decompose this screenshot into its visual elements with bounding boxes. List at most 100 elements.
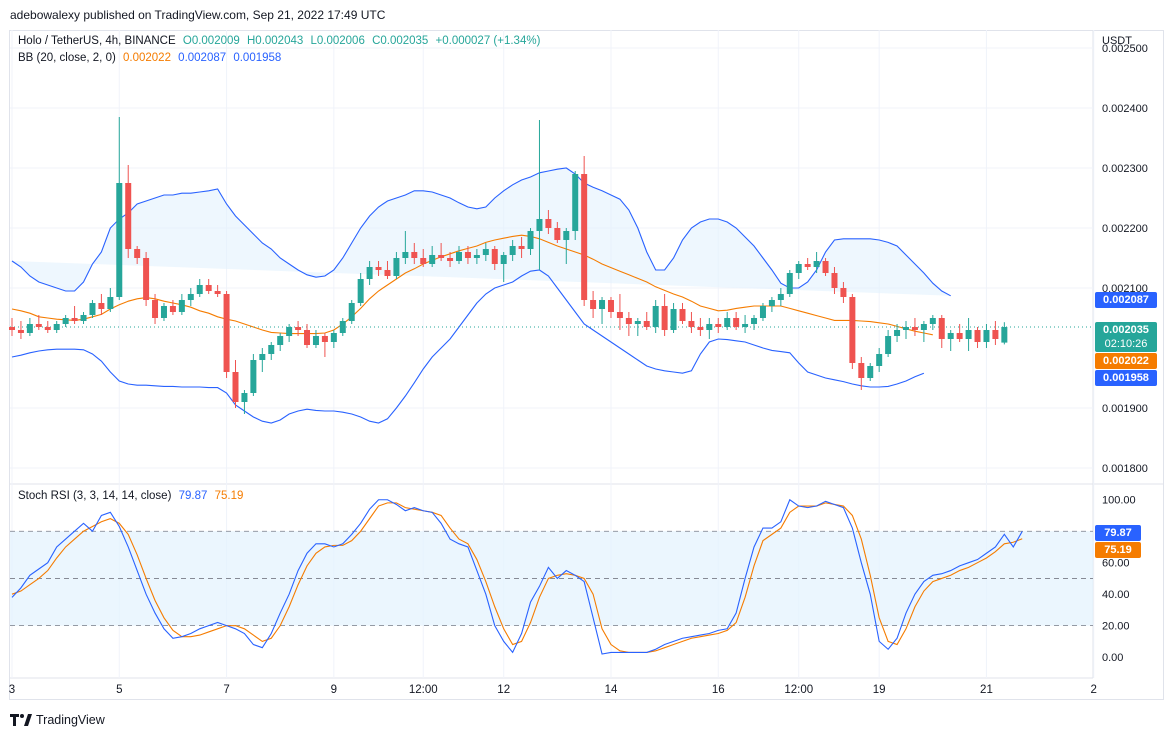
candle-body [26, 324, 33, 333]
candle-body [321, 336, 328, 342]
candle-body [357, 279, 364, 303]
time-tick-label: 16 [712, 684, 725, 696]
candle-body [545, 219, 552, 228]
candle [903, 321, 909, 339]
candle-body [250, 360, 257, 393]
candle-body [241, 393, 248, 402]
candle-body [35, 324, 42, 327]
chart-frame[interactable] [9, 30, 1164, 700]
candle [545, 210, 552, 234]
candle-body [44, 327, 51, 330]
candle [205, 279, 212, 294]
bb-fill [12, 168, 951, 296]
candle [697, 318, 704, 336]
candle-body [688, 321, 695, 327]
candle [393, 252, 400, 279]
price-tick-label: 0.002300 [1102, 163, 1148, 175]
candle [625, 312, 632, 336]
candle [295, 321, 302, 336]
candle-body [187, 294, 194, 300]
candle-body [80, 315, 87, 321]
candle-body [920, 324, 927, 330]
bb-upper-tag: 0.002087 [1095, 292, 1157, 308]
candle [357, 273, 364, 306]
rsi-legend[interactable]: Stoch RSI (3, 3, 14, 14, close) 79.87 75… [18, 490, 247, 502]
candle-body [438, 255, 445, 258]
candle-body [867, 366, 874, 378]
candle [330, 330, 337, 348]
candle [384, 261, 391, 279]
candle [536, 120, 543, 270]
candle [196, 279, 203, 297]
time-tick-label: 3 [9, 684, 15, 696]
candle [724, 312, 731, 330]
candle-body [777, 294, 784, 300]
price-currency-label: USDT [1102, 35, 1132, 47]
candle [214, 285, 221, 297]
candle-body [71, 318, 78, 321]
candle [956, 324, 963, 342]
candle-body [715, 324, 722, 327]
candle-body [983, 330, 990, 342]
candle-body [956, 333, 963, 339]
candle [581, 156, 588, 306]
candle-body [974, 330, 981, 342]
open-value: O0.002009 [182, 35, 240, 47]
candle [849, 294, 856, 369]
candle [232, 360, 239, 408]
candle [473, 249, 480, 264]
candle [464, 246, 471, 264]
candle [742, 315, 749, 333]
price-tick-label: 0.001800 [1102, 463, 1148, 475]
candle [813, 252, 820, 273]
low-value: L0.002006 [310, 35, 365, 47]
candle [929, 315, 936, 330]
candle-body [822, 261, 829, 273]
footer-brand[interactable]: TradingView [10, 713, 105, 727]
candle [312, 330, 319, 348]
candle-body [17, 330, 24, 333]
candle-body [143, 258, 150, 300]
candle [876, 348, 883, 372]
bb-legend[interactable]: BB (20, close, 2, 0) 0.002022 0.002087 0… [18, 52, 285, 64]
candle-body [89, 303, 96, 315]
rsi-tick-label: 60.00 [1102, 558, 1130, 570]
candle-body [375, 267, 382, 270]
candle [286, 324, 293, 342]
candle [304, 324, 311, 348]
candle [983, 324, 990, 348]
candle-body [107, 297, 114, 309]
candle [143, 252, 150, 306]
candle-body [885, 336, 892, 354]
candle-body [572, 174, 579, 231]
time-tick-label: 9 [331, 684, 337, 696]
candle-body [411, 252, 418, 258]
candle-body [804, 264, 811, 267]
candle-body [259, 354, 266, 360]
candle-body [813, 261, 820, 267]
candle-body [670, 309, 677, 330]
candle-body [768, 300, 775, 306]
candle-body [420, 258, 427, 264]
candle-body [724, 318, 731, 327]
candle [554, 222, 561, 243]
candle [268, 342, 275, 360]
candle-body [366, 267, 373, 279]
candle-body [786, 273, 793, 294]
candle-body [456, 252, 462, 261]
candle [867, 363, 874, 381]
time-tick-label: 12 [497, 684, 510, 696]
candle-body [992, 330, 999, 339]
candle-body [178, 300, 185, 312]
tradingview-logo-icon [10, 714, 32, 726]
candle [429, 246, 436, 267]
candle-body [894, 330, 901, 336]
candle [438, 243, 445, 261]
candle [402, 231, 409, 264]
candle [643, 312, 650, 330]
candle-body [447, 258, 454, 261]
candle-body [125, 183, 132, 249]
candle-body [840, 288, 847, 297]
candle [125, 165, 132, 258]
